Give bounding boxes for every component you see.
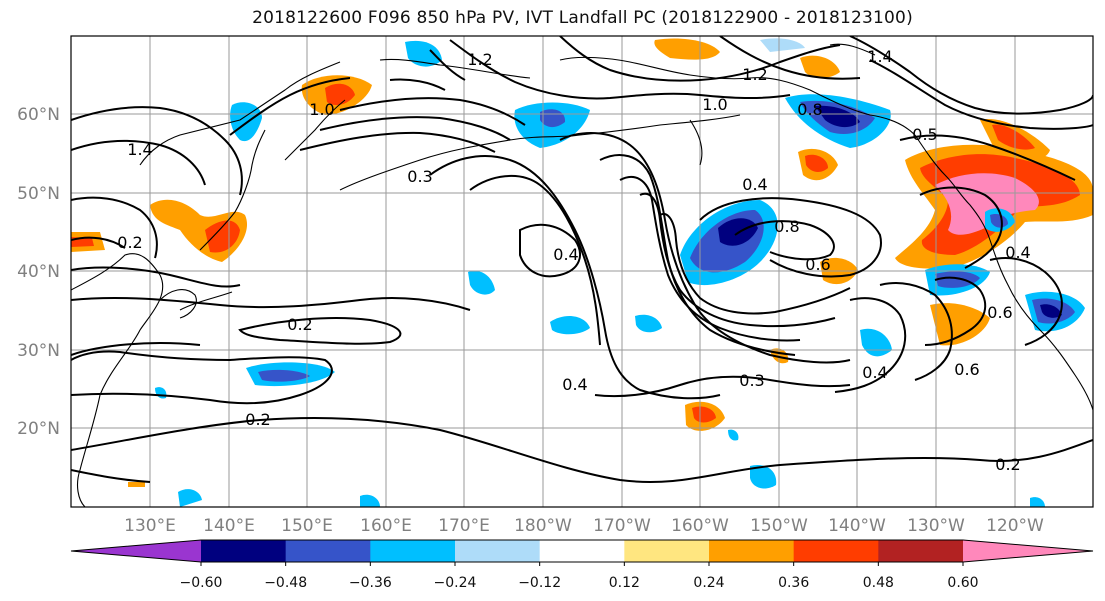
contour-label: 1.4 xyxy=(867,47,892,66)
contour-label: 0.6 xyxy=(987,303,1012,322)
shade-patch xyxy=(178,489,202,507)
lat-label: 50°N xyxy=(17,184,60,204)
lat-axis: 60°N 50°N 40°N 30°N 20°N xyxy=(17,105,60,439)
shade-patch xyxy=(692,406,716,423)
shade-patch xyxy=(654,38,720,60)
shading-layer xyxy=(71,38,1093,507)
lon-label: 180°W xyxy=(514,516,572,536)
lon-label: 170°W xyxy=(593,516,651,536)
contour-label: 0.6 xyxy=(954,360,979,379)
shade-patch xyxy=(258,369,310,382)
contour-lines xyxy=(71,36,1093,483)
contour-label: 0.4 xyxy=(1005,243,1030,262)
shade-patch xyxy=(128,482,145,487)
lat-label: 40°N xyxy=(17,262,60,282)
lon-label: 140°W xyxy=(828,516,886,536)
lon-axis: 130°E 140°E 150°E 160°E 170°E 180°W 170°… xyxy=(124,516,1044,536)
colorbar-tick-label: −0.36 xyxy=(349,575,392,591)
contour-label: 0.2 xyxy=(117,233,142,252)
shade-patch xyxy=(1040,304,1062,318)
shade-patch xyxy=(992,124,1035,150)
contour-label: 0.4 xyxy=(862,363,887,382)
shade-patch xyxy=(860,328,892,357)
shade-patch xyxy=(990,214,1008,228)
colorbar-swatch xyxy=(624,540,710,562)
shade-patch xyxy=(935,271,980,288)
lat-label: 30°N xyxy=(17,341,60,361)
contour-label: 0.4 xyxy=(562,375,587,394)
contour-label: 1.0 xyxy=(309,100,334,119)
shade-patch xyxy=(760,38,805,52)
contour-label: 0.6 xyxy=(805,255,830,274)
contour-label: 0.2 xyxy=(245,410,270,429)
shade-patch xyxy=(635,314,662,333)
contour-label: 0.5 xyxy=(912,125,937,144)
colorbar-swatch xyxy=(455,540,541,562)
shade-patch xyxy=(930,303,990,346)
lon-label: 130°W xyxy=(907,516,965,536)
lon-label: 150°W xyxy=(750,516,808,536)
colorbar-tick-label: 0.48 xyxy=(863,575,894,591)
colorbar-tick-label: 0.24 xyxy=(693,575,724,591)
contour-label: 0.3 xyxy=(407,167,432,186)
colorbar-tick-label: 0.12 xyxy=(609,575,640,591)
lon-label: 140°E xyxy=(203,516,255,536)
shade-patch xyxy=(230,102,262,142)
shade-patch xyxy=(405,40,442,67)
contour-label: 0.8 xyxy=(797,100,822,119)
colorbar-extend-low xyxy=(71,540,201,562)
shade-patch xyxy=(815,105,860,128)
coastlines xyxy=(71,43,1093,507)
colorbar-tick-label: −0.24 xyxy=(434,575,477,591)
lon-label: 150°E xyxy=(281,516,333,536)
shade-patch xyxy=(750,464,777,489)
colorbar: −0.60 −0.48 −0.36 −0.24 −0.12 0.12 0.24 0.36 0.4… xyxy=(70,539,1094,591)
lon-label: 120°W xyxy=(986,516,1044,536)
shade-patch xyxy=(205,220,240,253)
lat-label: 60°N xyxy=(17,105,60,125)
contour-label: 1.2 xyxy=(467,50,492,69)
contour-label: 0.2 xyxy=(995,455,1020,474)
contour-label: 1.2 xyxy=(742,65,767,84)
colorbar-swatch xyxy=(539,540,625,562)
lon-label: 160°E xyxy=(360,516,412,536)
contour-label: 0.3 xyxy=(739,371,764,390)
map-area: 1.2 1.4 1.0 1.2 0.8 0.5 0.3 0.4 0.8 0.4 … xyxy=(71,36,1093,507)
colorbar-tick-label: −0.48 xyxy=(264,575,307,591)
shade-patch xyxy=(550,316,590,335)
colorbar-swatch xyxy=(793,540,879,562)
lon-label: 160°W xyxy=(671,516,729,536)
lon-label: 130°E xyxy=(124,516,176,536)
colorbar-tick-label: 0.36 xyxy=(778,575,809,591)
colorbar-extend-high xyxy=(963,540,1093,562)
colorbar-tick-label: −0.12 xyxy=(518,575,561,591)
lon-label: 170°E xyxy=(438,516,490,536)
shade-patch xyxy=(468,270,495,295)
shade-patch xyxy=(805,154,828,172)
contour-label-layer: 1.2 1.4 1.0 1.2 0.8 0.5 0.3 0.4 0.8 0.4 … xyxy=(117,47,1030,474)
contour-label: 0.8 xyxy=(774,217,799,236)
colorbar-swatch xyxy=(201,540,287,562)
shade-patch xyxy=(1030,497,1045,507)
contour-label: 0.4 xyxy=(742,175,767,194)
colorbar-swatch xyxy=(370,540,456,562)
map-frame xyxy=(70,35,1094,508)
contour-label: 1.0 xyxy=(702,95,727,114)
colorbar-swatch xyxy=(285,540,371,562)
contour-label: 1.4 xyxy=(127,140,152,159)
lat-label: 20°N xyxy=(17,419,60,439)
map-title: 2018122600 F096 850 hPa PV, IVT Landfall… xyxy=(252,8,913,28)
contour-label: 0.2 xyxy=(287,315,312,334)
shade-patch xyxy=(325,83,355,106)
colorbar-tick-label: −0.60 xyxy=(180,575,223,591)
shade-patch xyxy=(360,494,380,507)
contour-label: 0.4 xyxy=(553,245,578,264)
shade-patch xyxy=(800,55,840,78)
colorbar-swatch xyxy=(709,540,795,562)
colorbar-tick-label: 0.60 xyxy=(947,575,978,591)
colorbar-swatch xyxy=(878,540,964,562)
shade-patch xyxy=(728,429,739,441)
